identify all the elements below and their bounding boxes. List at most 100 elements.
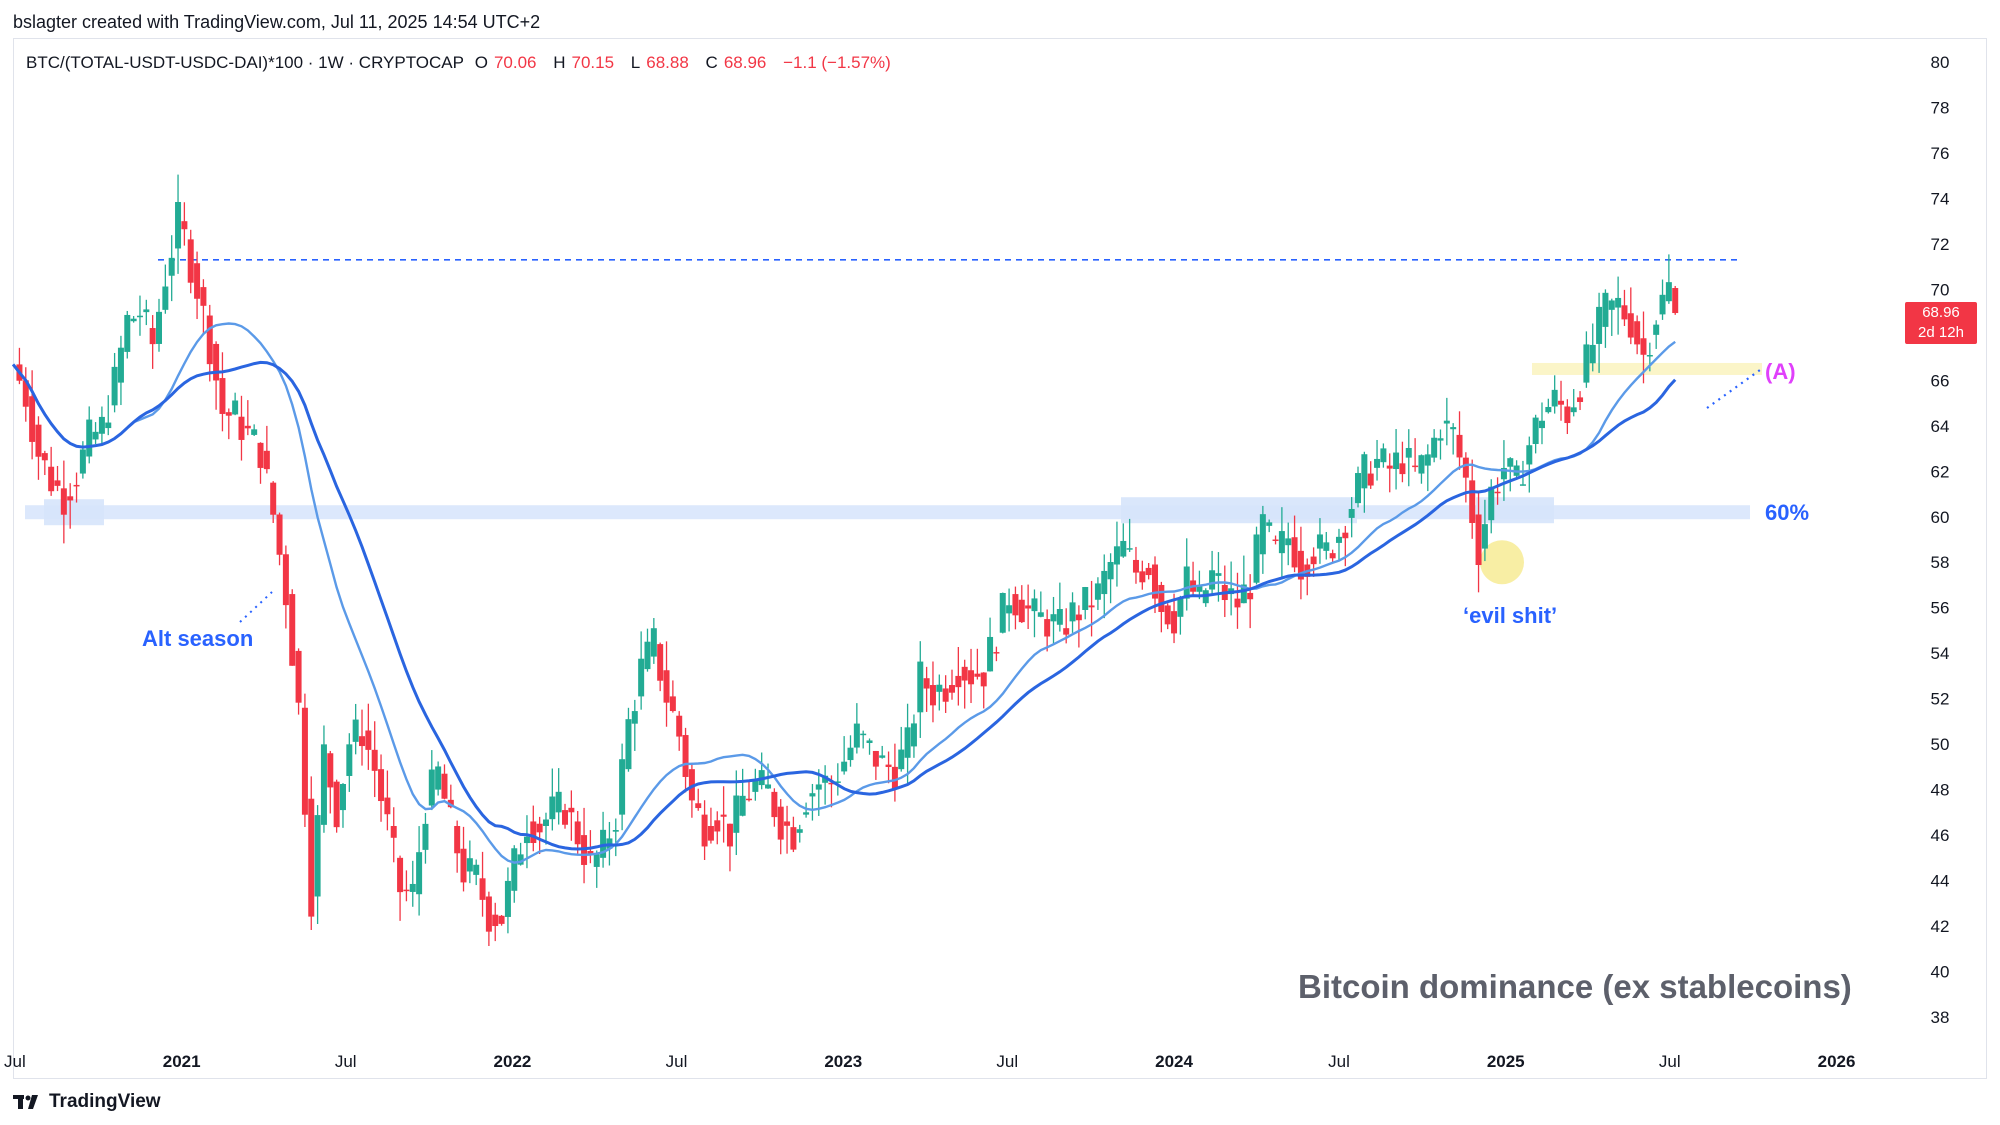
candle-body bbox=[853, 723, 860, 748]
candle-body bbox=[701, 814, 708, 847]
candle-body bbox=[1132, 559, 1139, 573]
candle-body bbox=[270, 482, 277, 515]
support-zone-mid-box bbox=[1121, 497, 1357, 524]
candle-body bbox=[530, 821, 537, 844]
candle-body bbox=[549, 796, 556, 820]
y-tick-label: 40 bbox=[1931, 963, 1950, 982]
x-tick-label: 2026 bbox=[1818, 1052, 1856, 1071]
candle-body bbox=[1126, 548, 1133, 550]
candle-body bbox=[1177, 598, 1184, 617]
candle-body bbox=[1152, 564, 1159, 599]
x-tick-label: Jul bbox=[1659, 1052, 1681, 1071]
candle-body bbox=[1215, 573, 1222, 576]
moving-average-fast bbox=[12, 322, 1676, 864]
candle-body bbox=[600, 829, 607, 858]
candle-body bbox=[980, 672, 987, 687]
candle-body bbox=[390, 826, 397, 838]
candle-body bbox=[98, 416, 105, 434]
change-value: −1.1 (−1.57%) bbox=[783, 53, 891, 72]
high-key: H bbox=[553, 53, 566, 72]
candle-body bbox=[1278, 531, 1285, 554]
candle-body bbox=[460, 848, 467, 883]
candle-body bbox=[301, 707, 308, 815]
candle-body bbox=[466, 858, 473, 872]
sixty-percent-annotation: 60% bbox=[1765, 500, 1810, 525]
candle-body bbox=[1380, 448, 1387, 463]
candle-body bbox=[320, 744, 327, 825]
candle-body bbox=[22, 380, 29, 407]
candle-body bbox=[1069, 602, 1076, 622]
candle-body bbox=[314, 815, 321, 897]
candle-body bbox=[1608, 300, 1615, 310]
candle-body bbox=[834, 781, 841, 783]
candle-body bbox=[1646, 355, 1653, 357]
symbol-legend: BTC/(TOTAL-USDT-USDC-DAI)*100 · 1W · CRY… bbox=[26, 53, 897, 73]
tradingview-logo[interactable]: TradingView bbox=[13, 1091, 161, 1113]
candle-body bbox=[1006, 605, 1013, 614]
candle-body bbox=[638, 658, 645, 697]
candle-body bbox=[1507, 458, 1514, 467]
candle-body bbox=[1031, 598, 1038, 612]
y-tick-label: 42 bbox=[1931, 917, 1950, 936]
candle-body bbox=[987, 636, 994, 672]
candle-body bbox=[136, 315, 143, 318]
candle-body bbox=[1025, 605, 1032, 609]
candle-body bbox=[1056, 609, 1063, 625]
candle-body bbox=[359, 736, 366, 747]
symbol-label[interactable]: BTC/(TOTAL-USDT-USDC-DAI)*100 · 1W · CRY… bbox=[26, 53, 464, 72]
close-key: C bbox=[705, 53, 718, 72]
support-zone-right-box bbox=[1476, 497, 1554, 524]
candle-body bbox=[1589, 344, 1596, 364]
y-tick-label: 58 bbox=[1931, 553, 1950, 572]
candle-body bbox=[568, 807, 575, 813]
candle-body bbox=[879, 755, 886, 758]
candle-body bbox=[910, 723, 917, 747]
candle-body bbox=[1075, 614, 1082, 621]
candle-body bbox=[194, 263, 201, 299]
candle-body bbox=[1615, 297, 1622, 308]
last-price: 68.96 bbox=[1922, 304, 1960, 321]
candle-body bbox=[473, 864, 480, 875]
candle-body bbox=[1348, 508, 1355, 518]
candle-body bbox=[739, 795, 746, 816]
candle-body bbox=[1558, 400, 1565, 405]
candle-body bbox=[644, 641, 651, 670]
candle-body bbox=[625, 719, 632, 770]
candle-body bbox=[1551, 389, 1558, 407]
candle-body bbox=[168, 257, 175, 276]
candle-body bbox=[1082, 587, 1089, 610]
candle-body bbox=[1596, 306, 1603, 344]
y-tick-label: 50 bbox=[1931, 735, 1950, 754]
candle-body bbox=[162, 286, 169, 310]
candle-body bbox=[898, 749, 905, 770]
x-tick-label: 2022 bbox=[494, 1052, 532, 1071]
candle-body bbox=[1418, 455, 1425, 474]
candle-body bbox=[1519, 484, 1526, 486]
high-value: 70.15 bbox=[571, 53, 615, 72]
candle-body bbox=[378, 769, 385, 802]
y-tick-label: 60 bbox=[1931, 508, 1950, 527]
candle-body bbox=[1120, 540, 1127, 557]
candle-body bbox=[86, 419, 93, 457]
candle-body bbox=[35, 424, 42, 457]
candle-body bbox=[73, 484, 80, 487]
alt-season-annotation: Alt season bbox=[142, 626, 254, 651]
evil-highlight-circle bbox=[1480, 540, 1524, 585]
candle-body bbox=[562, 810, 569, 825]
candle-body bbox=[631, 711, 638, 724]
candle-body bbox=[847, 747, 854, 761]
candle-body bbox=[1602, 292, 1609, 327]
candle-body bbox=[213, 343, 220, 381]
candle-body bbox=[619, 759, 626, 815]
candle-body bbox=[1145, 567, 1152, 576]
y-tick-label: 48 bbox=[1931, 781, 1950, 800]
candle-body bbox=[999, 592, 1006, 633]
byline: bslagter created with TradingView.com, J… bbox=[13, 12, 541, 32]
candle-body bbox=[555, 791, 562, 813]
y-tick-label: 52 bbox=[1931, 690, 1950, 709]
candle-body bbox=[1621, 305, 1628, 320]
candle-body bbox=[263, 450, 270, 470]
candle-body bbox=[917, 661, 924, 713]
candle-body bbox=[904, 727, 911, 758]
